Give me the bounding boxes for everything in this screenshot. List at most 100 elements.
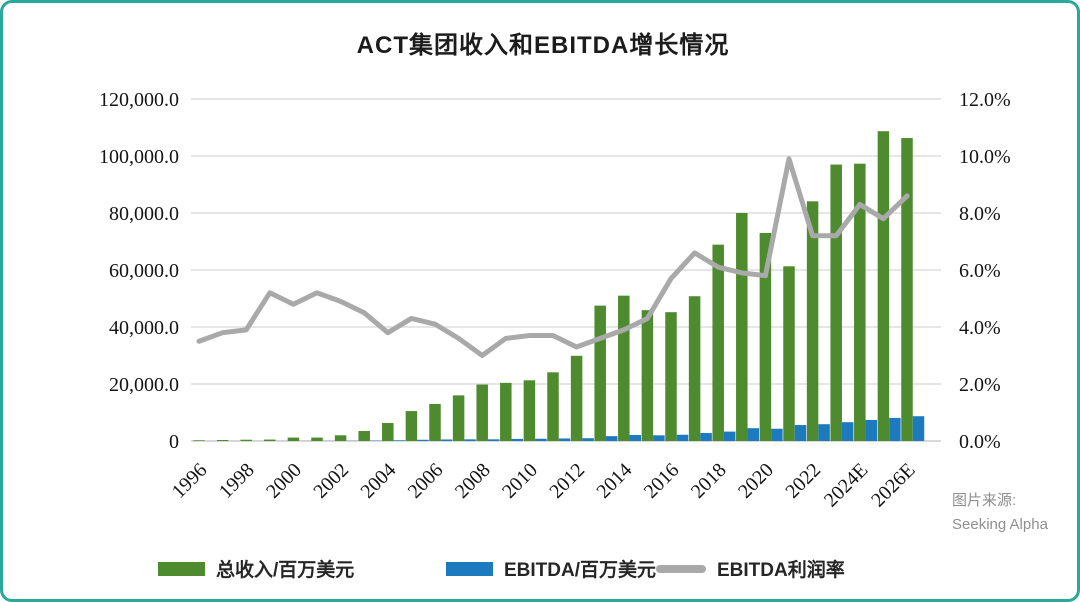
revenue-bar [311,437,323,441]
revenue-bar [901,138,913,442]
revenue-bar [405,411,418,441]
ebitda-bar [393,440,406,441]
revenue-bar [830,164,842,442]
ebitda-bar [535,438,547,441]
right-axis-tick: 10.0% [959,146,1011,168]
x-axis-tick: 2016 [640,459,684,503]
right-axis-tick: 8.0% [959,203,1001,225]
revenue-bar [759,232,772,441]
right-axis-tick: 4.0% [959,317,1001,339]
x-axis-tick: 2026E [867,459,919,511]
revenue-bar [618,295,630,441]
ebitda-bar [511,438,524,441]
ebitda-bar [605,436,618,441]
revenue-bar [641,310,654,441]
legend-item-ebitda: EBITDA/百万美元 [446,555,656,582]
x-axis-tick: 2008 [451,459,495,503]
chart-plot: 120,000.0 12.0% 100,000.0 10.0% 80,000.0 8.0%… [99,89,1011,511]
right-axis-tick: 12.0% [959,89,1011,111]
margin-line [196,156,910,358]
revenue-bar [665,312,677,441]
legend-item-revenue: 总收入/百万美元 [158,555,354,582]
revenue-bar [806,201,819,441]
left-axis-tick: 80,000.0 [109,203,179,225]
x-axis-tick: 2022 [781,459,825,503]
ebitda-bar [700,433,712,441]
ebitda-bar [629,435,642,441]
margin-line-swatch [656,564,706,573]
revenue-bar [877,131,890,441]
revenue-bar [476,384,488,441]
x-axis-tick: 2012 [545,459,589,503]
right-axis-tick: 2.0% [959,374,1001,396]
x-axis-tick: 2024E [820,459,872,511]
ebitda-bar [912,416,925,441]
left-axis-tick: 60,000.0 [109,260,179,282]
ebitda-bar [417,439,429,441]
x-axis-tick: 2018 [687,459,731,503]
revenue-bar [783,266,795,441]
revenue-bar [334,435,347,441]
right-axis-tick: 0.0% [959,431,1001,453]
ebitda-bar [747,428,760,441]
ebitda-bar [487,439,500,441]
ebitda-bar [794,425,807,441]
revenue-bar [547,372,559,441]
ebitda-bar [464,439,476,441]
x-axis-tick: 2014 [592,459,636,503]
left-axis-tick: 120,000.0 [99,89,179,111]
revenue-bar [688,296,701,441]
ebitda-bar [889,417,901,441]
ebitda-bar [865,419,878,441]
source-note: 图片来源: Seeking Alpha [952,489,1048,537]
x-axis-tick: 2004 [356,459,400,503]
x-axis-tick: 2006 [404,459,448,503]
ebitda-bar [558,438,571,441]
ebitda-bar [653,435,665,441]
revenue-bar [358,431,370,441]
revenue-bar [193,440,205,441]
left-axis-tick: 20,000.0 [109,374,179,396]
revenue-bar [570,355,583,441]
revenue-bar [500,382,512,441]
ebitda-bar [676,434,689,441]
revenue-bar [216,440,229,441]
ebitda-bar [841,422,854,441]
x-axis-tick: 2000 [262,459,306,503]
revenue-bar [594,305,606,441]
source-note-line1: 图片来源: [952,492,1017,509]
x-axis-tick: 2010 [498,459,542,503]
revenue-bar [712,244,724,441]
revenue-legend-label: 总收入/百万美元 [216,560,355,581]
ebitda-bar [771,428,783,441]
left-axis-tick: 40,000.0 [109,317,179,339]
revenue-bar [240,439,252,441]
revenue-bar-swatch [158,561,205,576]
revenue-bar [452,395,465,441]
chart-title: ACT集团收入和EBITDA增长情况 [356,32,730,59]
revenue-bar [264,439,276,441]
revenue-bar [287,437,300,441]
left-axis-tick: 0 [169,431,179,453]
source-note-line2: Seeking Alpha [952,516,1048,533]
legend-item-margin: EBITDA利润率 [656,555,845,582]
x-axis-tick: 2002 [309,459,353,503]
revenue-bar [854,163,866,441]
revenue-bar [736,213,748,441]
ebitda-legend-label: EBITDA/百万美元 [504,560,657,581]
revenue-bar [382,423,394,441]
ebitda-bar [582,438,594,441]
ebitda-bar-swatch [446,561,493,576]
revenue-bar [523,380,536,441]
ebitda-bar [440,439,453,441]
x-axis-tick: 1998 [215,459,259,503]
revenue-bar [429,403,441,441]
left-axis-tick: 100,000.0 [99,146,179,168]
margin-legend-label: EBITDA利润率 [717,560,845,581]
ebitda-bar [818,424,830,441]
right-axis-tick: 6.0% [959,260,1001,282]
x-axis-tick: 2020 [734,459,778,503]
ebitda-bar [723,431,736,441]
x-axis-tick: 1996 [168,459,212,503]
